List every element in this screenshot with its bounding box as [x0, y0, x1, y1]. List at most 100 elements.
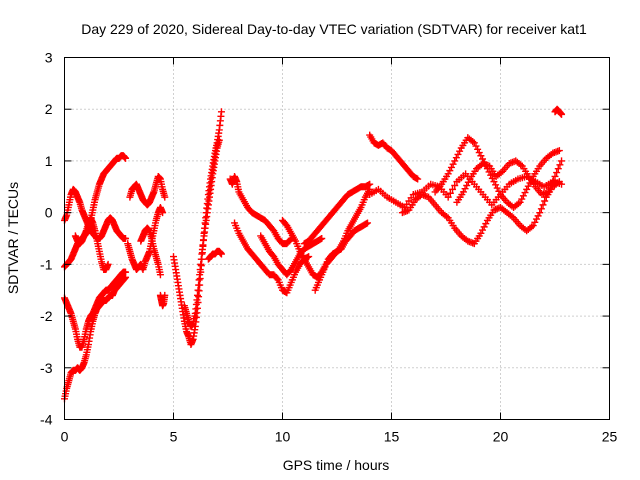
x-tick-label: 10	[275, 429, 291, 445]
data-point	[544, 188, 552, 196]
data-point	[480, 223, 488, 231]
series-G	[126, 172, 169, 209]
x-tick-label: 15	[384, 429, 400, 445]
y-tick-label: 3	[45, 50, 53, 66]
series-K	[180, 136, 223, 330]
data-point	[477, 152, 485, 160]
axis-ticks	[64, 57, 610, 420]
series-H	[137, 224, 164, 279]
data-point	[366, 180, 374, 188]
data-point	[493, 184, 501, 192]
y-tick-label: 1	[45, 153, 53, 169]
data-point	[464, 178, 472, 186]
data-point	[553, 169, 561, 177]
data-point	[558, 110, 566, 118]
data-point	[461, 185, 469, 193]
data-point	[217, 250, 225, 258]
x-tick-label: 5	[170, 429, 178, 445]
data-point	[451, 181, 459, 189]
data-point	[548, 180, 556, 188]
data-point	[475, 149, 483, 157]
data-point	[523, 185, 531, 193]
x-tick-label: 20	[493, 429, 509, 445]
data-point	[479, 226, 487, 234]
data-point	[156, 271, 164, 279]
data-point	[463, 181, 471, 189]
series-Q	[300, 180, 374, 248]
data-point	[474, 145, 482, 153]
data-point	[414, 175, 422, 183]
y-tick-label: -3	[40, 360, 53, 376]
data-point	[554, 165, 562, 173]
data-point	[531, 218, 539, 226]
data-point	[122, 273, 130, 281]
data-point	[454, 150, 462, 158]
y-tick-label: 0	[45, 205, 53, 221]
series-U	[398, 178, 563, 248]
data-point	[446, 167, 454, 175]
x-axis-label: GPS time / hours	[283, 457, 390, 473]
data-points	[61, 105, 566, 403]
data-point	[537, 205, 545, 213]
data-point	[273, 275, 281, 283]
data-point	[456, 147, 464, 155]
series-I	[156, 291, 169, 310]
data-point	[556, 161, 564, 169]
series-B	[61, 273, 130, 403]
data-point	[449, 160, 457, 168]
data-point	[122, 235, 130, 242]
series-L	[204, 247, 225, 263]
data-point	[446, 189, 454, 197]
data-point	[447, 163, 455, 171]
y-tick-label: 2	[45, 101, 53, 117]
series-S	[366, 131, 422, 183]
data-point	[318, 235, 326, 242]
chart-title: Day 229 of 2020, Sidereal Day-to-day VTE…	[81, 21, 587, 37]
data-point	[521, 189, 529, 197]
data-point	[519, 192, 527, 200]
y-tick-label: -4	[40, 412, 53, 428]
series-C	[61, 152, 130, 271]
data-point	[444, 193, 452, 201]
plot-frame	[64, 57, 610, 420]
data-point	[492, 181, 500, 189]
series-M	[226, 172, 295, 248]
data-point	[555, 147, 563, 155]
data-point	[536, 209, 544, 217]
data-point	[452, 154, 460, 162]
data-point	[364, 219, 372, 227]
data-point	[534, 212, 542, 220]
data-point	[546, 184, 554, 192]
y-axis-label: SDTVAR / TECUs	[5, 182, 21, 294]
data-point	[217, 108, 225, 116]
data-point	[549, 176, 557, 184]
data-point	[558, 157, 566, 165]
y-tick-label: -1	[40, 256, 53, 272]
data-point	[555, 178, 563, 186]
series-R	[311, 219, 372, 294]
data-point	[518, 195, 526, 203]
data-point	[551, 172, 559, 180]
x-tick-label: 0	[61, 429, 69, 445]
x-tick-label: 25	[602, 429, 618, 445]
series-F	[124, 203, 167, 274]
y-tick-label: -2	[40, 308, 53, 324]
data-point	[541, 197, 549, 205]
grid	[64, 57, 610, 420]
series-X	[551, 105, 566, 118]
series-E	[71, 214, 112, 274]
data-point	[161, 193, 169, 201]
data-point	[449, 185, 457, 193]
data-point	[215, 136, 223, 144]
data-point	[495, 187, 503, 195]
data-point	[539, 201, 547, 209]
data-point	[482, 220, 490, 228]
data-point	[104, 260, 112, 268]
data-point	[159, 209, 167, 217]
data-point	[161, 291, 169, 299]
data-point	[451, 157, 459, 165]
data-point	[532, 215, 540, 223]
data-point	[472, 142, 480, 150]
